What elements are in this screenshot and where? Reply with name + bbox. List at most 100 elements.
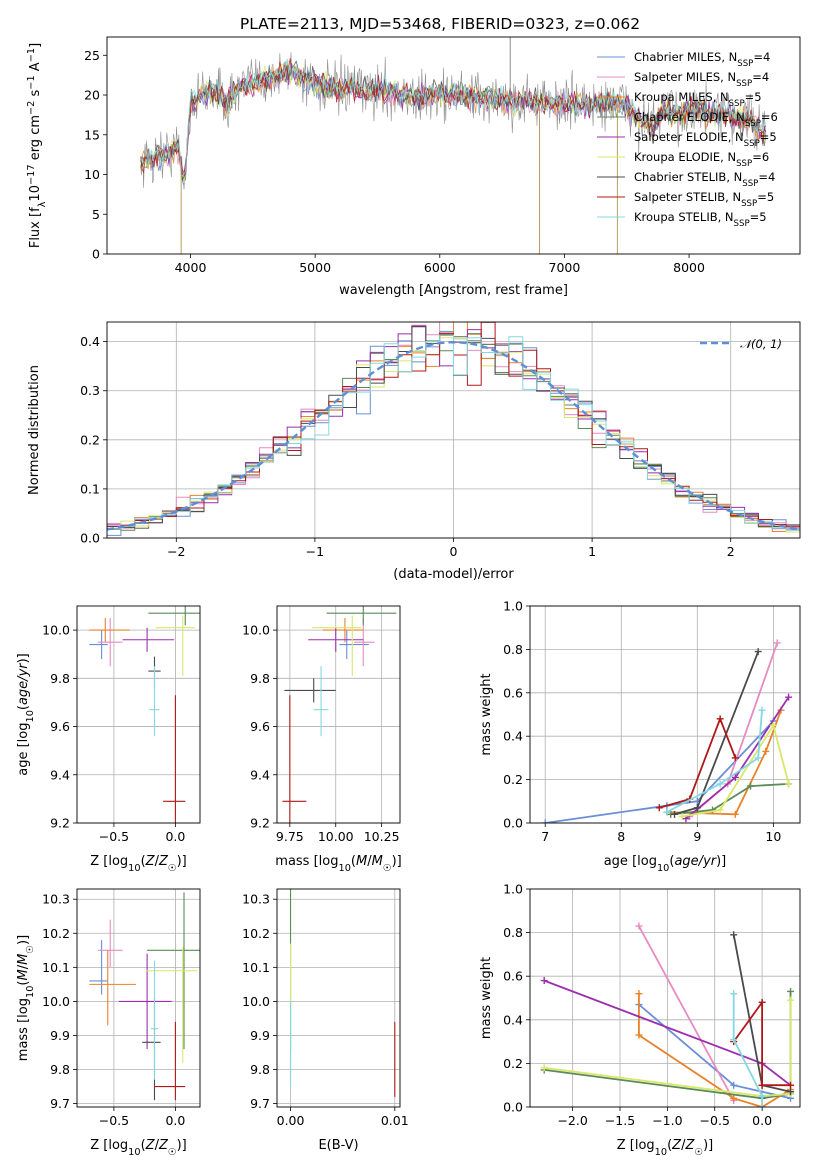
y-tick-label: 9.2 xyxy=(50,816,70,831)
y-tick-label: 0.6 xyxy=(503,969,523,984)
y-tick-label: 0 xyxy=(92,247,100,262)
marker-kroupa_elodie xyxy=(540,1064,548,1072)
marker-kroupa_stelib xyxy=(716,780,724,788)
errorbar-kroupa_stelib xyxy=(313,666,329,737)
y-tick-label: 10.1 xyxy=(242,960,270,975)
legend-entry: Salpeter ELODIE, NSSP=5 xyxy=(634,130,777,149)
series-chabrier_elodie xyxy=(670,783,789,816)
errorbar-kroupa_elodie xyxy=(311,615,362,676)
marker-chabrier_stelib xyxy=(754,648,762,656)
y-tick-label: 0.8 xyxy=(503,925,523,940)
marker-kroupa_elodie xyxy=(716,806,724,814)
y-tick-label: 10.0 xyxy=(42,994,70,1009)
series-kroupa_elodie xyxy=(681,723,790,818)
errorbar-kroupa_elodie xyxy=(155,615,196,676)
x-tick-label: 0.0 xyxy=(752,1113,772,1128)
y-tick-label: 9.7 xyxy=(250,1096,270,1111)
errorbar-chabrier_elodie xyxy=(326,606,397,626)
y-tick-label: 10.2 xyxy=(242,926,270,941)
marker-salpeter_elodie xyxy=(540,977,548,985)
legend-entry: Kroupa ELODIE, NSSP=6 xyxy=(634,150,769,169)
axes-frame xyxy=(529,605,801,824)
y-tick-label: 9.9 xyxy=(50,1028,70,1043)
marker-kroupa_miles xyxy=(731,810,739,818)
errorbar-chabrier_stelib xyxy=(142,998,161,1101)
errorbar-kroupa_miles xyxy=(322,618,364,643)
x-axis-label: wavelength [Angstrom, rest frame] xyxy=(339,283,568,298)
marker-salpeter_elodie xyxy=(785,693,793,701)
y-tick-label: 10 xyxy=(84,167,100,182)
y-axis-label: Flux [fλ10−17 erg cm−2 s−1 A−1] xyxy=(26,43,48,248)
legend-entry: Chabrier STELIB, NSSP=4 xyxy=(634,170,775,189)
x-tick-label: −1 xyxy=(306,544,324,559)
y-tick-label: 0.4 xyxy=(80,334,100,349)
legend-entry: Chabrier ELODIE, NSSP=6 xyxy=(634,110,778,129)
x-tick-label: −2.0 xyxy=(557,1113,587,1128)
axes-frame xyxy=(106,36,801,255)
panel-mass_vs_Z: −0.5 0.0 9.7 9.8 9.9 10.0 10.1 10.2 10.3 Z [log10… xyxy=(16,888,201,1158)
x-tick-label: 10 xyxy=(765,829,781,844)
y-tick-label: 9.4 xyxy=(250,767,270,782)
series-kroupa_elodie xyxy=(544,1000,792,1098)
y-tick-label: 9.6 xyxy=(50,719,70,734)
model-spectrum-chabrier_stelib xyxy=(140,60,767,181)
plot-area-massweight_vs_Z xyxy=(540,922,795,1107)
marker-salpeter_stelib xyxy=(716,715,724,723)
y-axis-label: Normed distribution xyxy=(27,365,42,495)
marker-chabrier_elodie xyxy=(747,782,755,790)
marker-kroupa_elodie xyxy=(678,812,686,820)
x-axis-label: Z [log10(Z/Z☉)] xyxy=(90,854,187,874)
marker-kroupa_elodie xyxy=(769,721,777,729)
x-tick-label: −1.5 xyxy=(605,1113,635,1128)
y-tick-label: 10.2 xyxy=(42,926,70,941)
x-tick-label: 7 xyxy=(541,829,549,844)
y-tick-label: 10.3 xyxy=(242,892,270,907)
errorbar-kroupa_miles xyxy=(89,950,137,1026)
panel-spectrum: 4000 5000 6000 7000 8000 0 5 10 15 20 25 wavelength… xyxy=(26,36,801,298)
y-tick-label: 5 xyxy=(92,207,100,222)
y-tick-label: 0.8 xyxy=(503,642,523,657)
x-tick-label: 10.00 xyxy=(318,829,354,844)
y-tick-label: 10.0 xyxy=(42,623,70,638)
y-tick-label: 0.2 xyxy=(503,1056,523,1071)
y-tick-label: 9.8 xyxy=(50,1062,70,1077)
y-tick-label: 20 xyxy=(84,88,100,103)
x-tick-label: −0.5 xyxy=(99,829,129,844)
x-tick-label: 0.0 xyxy=(165,829,185,844)
y-tick-label: 0.4 xyxy=(503,1012,523,1027)
histogram-kroupa_stelib xyxy=(107,334,800,538)
panel-massweight_vs_Z: −2.0 −1.5 −1.0 −0.5 0.0 0.0 0.2 0.4 0.6 0.8 1.0 Z [… xyxy=(479,882,801,1158)
marker-chabrier_elodie xyxy=(787,987,795,995)
x-tick-label: 1 xyxy=(588,544,596,559)
x-tick-label: 0.00 xyxy=(277,1113,305,1128)
legend-entry: Salpeter MILES, NSSP=4 xyxy=(634,70,769,89)
model-spectrum-kroupa_stelib xyxy=(140,58,767,177)
y-tick-label: 0.0 xyxy=(503,1100,523,1115)
marker-kroupa_miles xyxy=(635,990,643,998)
x-axis-label: age [log10(age/yr)] xyxy=(604,854,727,874)
errorbar-salpeter_miles xyxy=(354,618,375,667)
y-tick-label: 9.9 xyxy=(250,1028,270,1043)
errorbar-kroupa_miles xyxy=(89,618,130,643)
x-tick-label: −0.5 xyxy=(700,1113,730,1128)
marker-kroupa_stelib xyxy=(730,1035,738,1043)
marker-chabrier_stelib xyxy=(730,931,738,939)
x-tick-label: 5000 xyxy=(299,260,331,275)
y-tick-label: 9.7 xyxy=(50,1096,70,1111)
marker-chabrier_stelib xyxy=(787,1088,795,1096)
marker-kroupa_elodie xyxy=(787,996,795,1004)
marker-chabrier_stelib xyxy=(671,810,679,818)
y-tick-label: 0.2 xyxy=(80,432,100,447)
series-salpeter_miles xyxy=(638,925,735,1101)
legend-entry: 𝒩(0, 1) xyxy=(740,337,782,351)
x-axis-label: Z [log10(Z/Z☉)] xyxy=(617,1138,714,1158)
y-tick-label: 0.6 xyxy=(503,685,523,700)
marker-salpeter_stelib xyxy=(655,804,663,812)
series-kroupa_stelib xyxy=(732,993,763,1107)
marker-kroupa_stelib xyxy=(758,706,766,714)
marker-chabrier_elodie xyxy=(709,806,717,814)
axes-frame xyxy=(106,321,801,539)
axes-frame xyxy=(529,888,801,1108)
errorbar-salpeter_elodie xyxy=(118,953,172,1050)
y-tick-label: 10.0 xyxy=(242,623,270,638)
